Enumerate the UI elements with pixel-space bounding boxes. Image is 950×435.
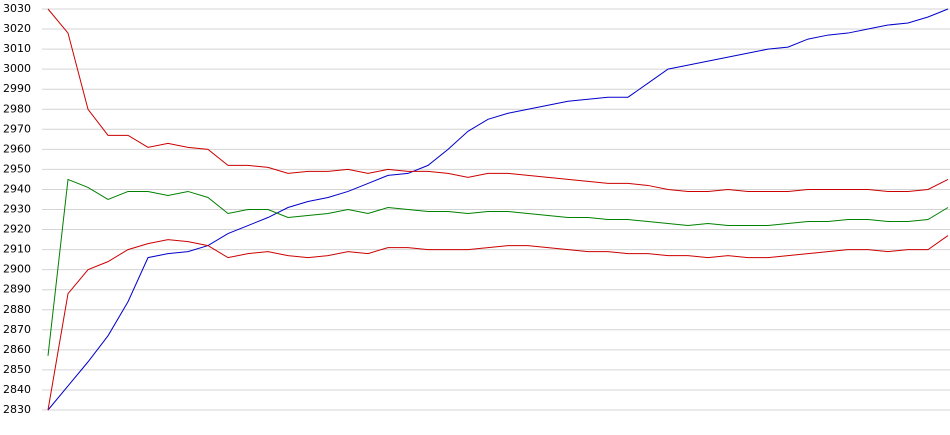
y-tick-label: 2920: [3, 223, 31, 236]
y-tick-label: 2980: [3, 102, 31, 115]
y-tick-label: 2860: [3, 343, 31, 356]
y-tick-label: 2950: [3, 162, 31, 175]
series-line: [47, 8, 949, 192]
y-tick-label: 2840: [3, 383, 31, 396]
y-tick-label: 2880: [3, 303, 31, 316]
y-tick-label: 2830: [3, 403, 31, 416]
y-tick-label: 3000: [3, 62, 31, 75]
y-tick-label: 2850: [3, 363, 31, 376]
y-tick-label: 3010: [3, 42, 31, 55]
y-tick-label: 2970: [3, 122, 31, 135]
y-tick-label: 2990: [3, 82, 31, 95]
y-tick-label: 2940: [3, 182, 31, 195]
y-tick-label: 2960: [3, 142, 31, 155]
y-tick-label: 2900: [3, 263, 31, 276]
y-tick-label: 2910: [3, 243, 31, 256]
y-tick-label: 2930: [3, 203, 31, 216]
series-line: [47, 178, 949, 356]
series-line: [47, 8, 949, 411]
series-line: [47, 235, 949, 411]
y-tick-label: 3020: [3, 22, 31, 35]
y-tick-label: 3030: [3, 2, 31, 15]
y-tick-label: 2890: [3, 283, 31, 296]
y-tick-label: 2870: [3, 323, 31, 336]
